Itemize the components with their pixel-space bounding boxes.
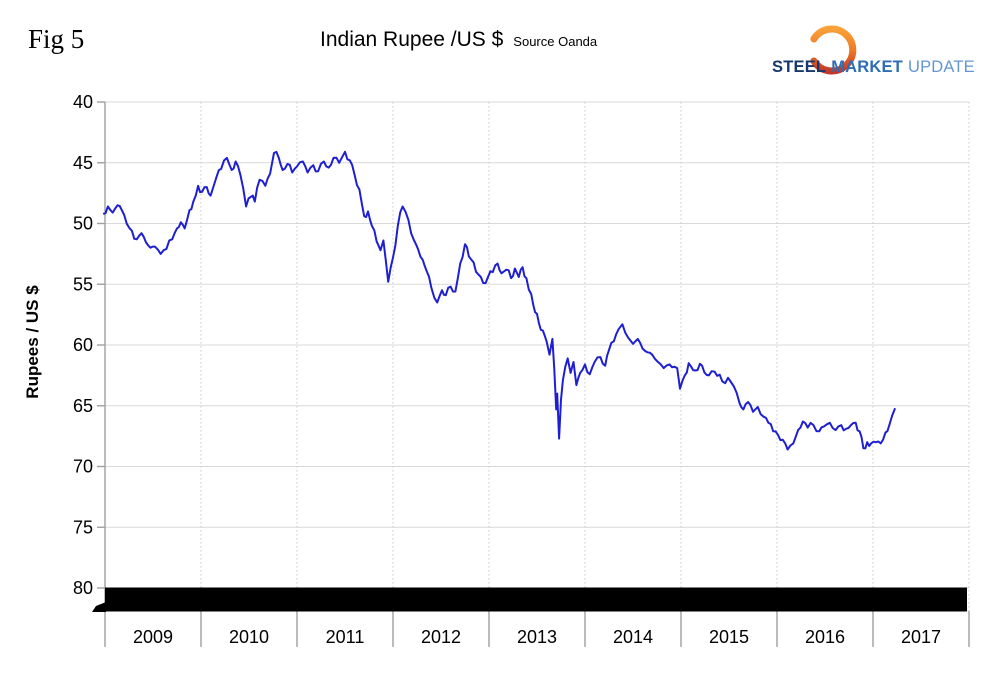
y-axis-tick-label: 75	[73, 517, 93, 537]
logo-swoosh-icon	[810, 25, 857, 75]
chart-source-label: Source Oanda	[513, 34, 598, 49]
x-axis-tick-label: 2017	[901, 627, 941, 647]
logo-word-steel: STEEL	[772, 58, 827, 76]
y-axis-tick-label: 55	[73, 274, 93, 294]
y-axis-tick-label: 40	[73, 92, 93, 112]
x-axis-tick-label: 2016	[805, 627, 845, 647]
figure-number-label: Fig 5	[28, 24, 85, 54]
chart-header: Indian Rupee /US $ Source Oanda	[320, 28, 597, 52]
logo-text: STEEL MARKET UPDATE	[772, 58, 975, 77]
y-axis-tick-label: 80	[73, 578, 93, 598]
chart-title: Indian Rupee /US $	[320, 28, 504, 51]
x-axis-tick-label: 2010	[229, 627, 269, 647]
x-axis-tick-label: 2012	[421, 627, 461, 647]
y-axis-tick-label: 70	[73, 457, 93, 477]
logo-word-market: MARKET	[831, 58, 903, 76]
logo-word-update: UPDATE	[907, 58, 975, 76]
rupee-usd-line	[102, 150, 897, 451]
black-bar-left-notch	[92, 602, 106, 612]
steel-market-update-logo: STEEL MARKET UPDATE	[766, 20, 975, 80]
y-axis-tick-label: 50	[73, 214, 93, 234]
x-axis-tick-label: 2009	[133, 627, 173, 647]
y-axis-title: Rupees / US $	[23, 285, 42, 399]
x-axis-tick-label: 2014	[613, 627, 653, 647]
y-axis-tick-label: 65	[73, 396, 93, 416]
x-axis-tick-label: 2015	[709, 627, 749, 647]
x-axis-tick-label: 2013	[517, 627, 557, 647]
y-axis-tick-label: 45	[73, 153, 93, 173]
black-bar	[105, 587, 967, 612]
x-axis-tick-label: 2011	[326, 627, 365, 647]
y-axis-tick-label: 60	[73, 335, 93, 355]
